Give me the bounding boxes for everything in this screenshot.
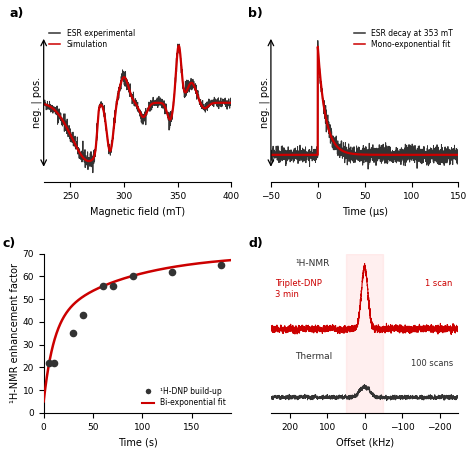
- Text: c): c): [2, 237, 16, 251]
- Text: b): b): [248, 7, 263, 20]
- Y-axis label: neg. | pos.: neg. | pos.: [32, 77, 42, 128]
- Text: 1 scan: 1 scan: [426, 279, 453, 288]
- Text: a): a): [10, 7, 24, 20]
- Point: [218, 262, 225, 269]
- Point: [99, 282, 107, 289]
- Point: [168, 268, 176, 276]
- Point: [45, 359, 53, 366]
- Point: [79, 311, 87, 319]
- Point: [70, 330, 77, 337]
- X-axis label: Magnetic field (mT): Magnetic field (mT): [90, 207, 185, 217]
- Bar: [346, 254, 383, 413]
- Point: [129, 273, 137, 280]
- Legend: ¹H-DNP build-up, Bi-exponential fit: ¹H-DNP build-up, Bi-exponential fit: [141, 385, 228, 409]
- Text: Triplet-DNP
3 min: Triplet-DNP 3 min: [274, 279, 321, 299]
- Text: 100 scans: 100 scans: [410, 359, 453, 368]
- X-axis label: Time (s): Time (s): [118, 437, 157, 447]
- Legend: ESR experimental, Simulation: ESR experimental, Simulation: [47, 27, 137, 50]
- Text: d): d): [248, 237, 263, 251]
- Point: [50, 359, 57, 366]
- Point: [109, 282, 117, 289]
- Text: ¹H-NMR: ¹H-NMR: [295, 258, 329, 267]
- Legend: ESR decay at 353 mT, Mono-exponential fit: ESR decay at 353 mT, Mono-exponential fi…: [352, 27, 455, 50]
- X-axis label: Offset (kHz): Offset (kHz): [336, 437, 394, 447]
- Y-axis label: ¹H-NMR enhancement factor: ¹H-NMR enhancement factor: [9, 263, 20, 403]
- Text: Thermal: Thermal: [295, 352, 333, 361]
- X-axis label: Time (μs): Time (μs): [342, 207, 388, 217]
- Y-axis label: neg. | pos.: neg. | pos.: [259, 77, 270, 128]
